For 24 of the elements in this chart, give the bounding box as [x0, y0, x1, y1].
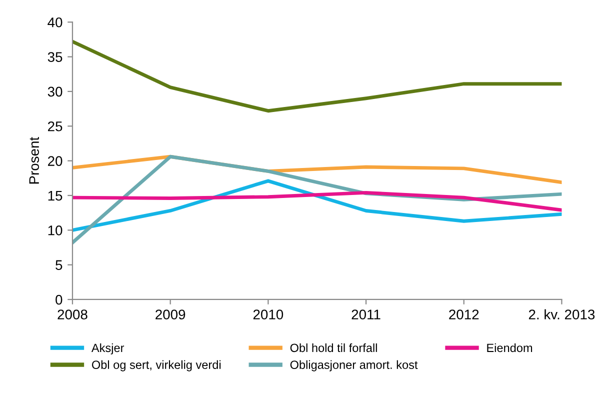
y-tick-label: 25: [48, 121, 62, 132]
x-tick-label: 2008: [58, 310, 88, 320]
line-series: [72, 179, 562, 232]
line-series: [72, 190, 562, 212]
y-axis-title: Prosent: [29, 136, 40, 184]
legend-label: Obligasjoner amort. kost: [290, 360, 418, 372]
y-tick-label: 20: [48, 156, 62, 166]
legend-label: Obl hold til forfall: [290, 343, 377, 352]
y-tick-label: 10: [48, 225, 62, 236]
x-tick-label: 2009: [156, 310, 186, 320]
y-tick-label: 5: [56, 260, 62, 270]
x-tick-label: 2010: [253, 310, 284, 320]
line-series: [72, 40, 562, 113]
x-tick-label: 2011: [352, 310, 380, 320]
y-tick-label: 35: [48, 52, 62, 62]
y-tick-label: 15: [48, 190, 62, 201]
x-tick-label: 2. kv. 2013: [528, 309, 595, 320]
legend-label: Obl og sert, virkelig verdi: [92, 360, 221, 372]
legend-label: Eiendom: [487, 343, 532, 352]
y-tick-label: 40: [48, 17, 62, 28]
legend-label: Aksjer: [91, 343, 124, 354]
y-tick-label: 0: [56, 294, 62, 305]
x-tick-label: 2012: [449, 310, 479, 320]
y-tick-label: 30: [48, 86, 62, 97]
